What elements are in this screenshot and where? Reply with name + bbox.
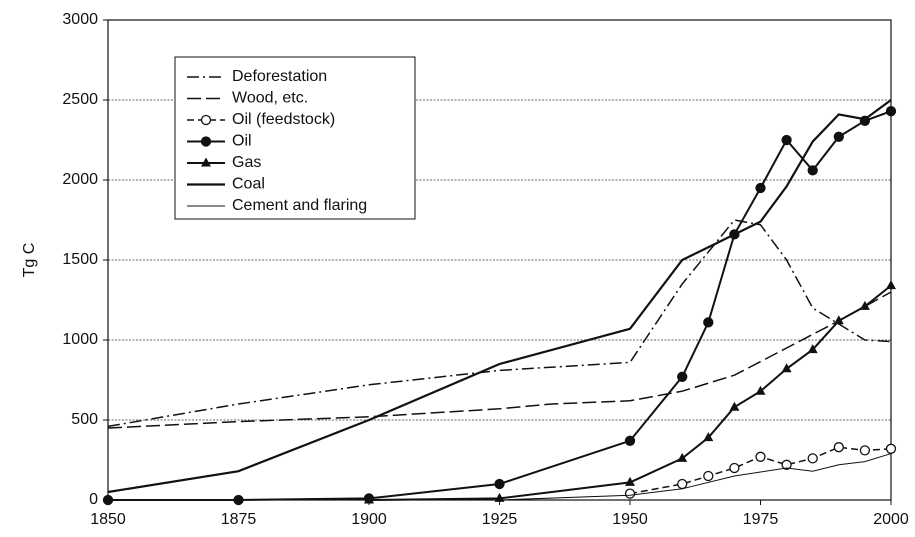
marker	[677, 452, 688, 462]
series-line	[108, 110, 892, 501]
series-line	[368, 284, 892, 501]
y-tick-label: 0	[89, 491, 98, 508]
y-tick-label: 2000	[62, 171, 98, 188]
marker	[859, 300, 870, 310]
marker	[885, 106, 897, 117]
x-tick-label: 1875	[221, 511, 257, 528]
legend: Deforestation Wood, etc. Oil (feedstock) Oi…	[174, 56, 416, 220]
marker	[703, 432, 714, 442]
marker	[755, 451, 766, 462]
legend-marker	[201, 157, 211, 167]
series-line	[629, 446, 892, 495]
marker	[755, 182, 766, 194]
x-tick-label: 2000	[873, 511, 909, 528]
marker	[703, 470, 714, 482]
marker	[807, 453, 818, 464]
y-tick-label: 500	[71, 411, 98, 428]
marker	[102, 494, 114, 506]
legend-box	[174, 56, 416, 220]
marker	[494, 478, 505, 490]
marker	[624, 435, 636, 446]
marker	[677, 478, 688, 490]
series-line	[107, 219, 892, 428]
legend-label: Cement and flaring	[232, 197, 367, 214]
marker	[755, 385, 766, 395]
legend-marker	[200, 114, 212, 126]
legend-label: Gas	[232, 154, 261, 171]
y-tick-label: 1000	[62, 331, 98, 348]
marker	[807, 165, 818, 176]
legend-label: Oil (feedstock)	[232, 111, 335, 128]
marker	[807, 344, 818, 354]
y-axis-label: Tg C	[21, 243, 38, 278]
x-tick-label: 1925	[482, 511, 518, 528]
marker	[625, 476, 635, 486]
marker	[886, 280, 896, 290]
marker	[833, 315, 844, 325]
legend-label: Coal	[232, 176, 265, 193]
series-line	[499, 453, 892, 501]
legend-marker	[200, 136, 212, 147]
marker	[859, 445, 871, 456]
y-tick-label: 2500	[62, 91, 98, 108]
x-tick-label: 1850	[90, 511, 126, 528]
legend-label: Wood, etc.	[232, 90, 308, 107]
legend-label: Deforestation	[232, 68, 327, 85]
y-tick-label: 3000	[62, 11, 98, 28]
marker	[233, 494, 244, 506]
marker	[885, 443, 897, 454]
x-tick-label: 1900	[351, 511, 387, 528]
y-tick-label: 1500	[62, 251, 98, 268]
marker	[781, 363, 792, 373]
marker	[624, 488, 636, 499]
series-line	[107, 291, 892, 429]
marker	[833, 131, 844, 142]
marker	[781, 459, 792, 470]
marker	[781, 134, 792, 146]
marker	[833, 442, 844, 453]
marker	[677, 371, 688, 382]
marker	[364, 494, 374, 504]
x-tick-label: 1975	[743, 511, 779, 528]
marker	[729, 462, 740, 474]
series-line	[107, 99, 892, 494]
legend-label: Oil	[232, 133, 252, 150]
marker	[703, 317, 714, 328]
marker	[729, 401, 740, 411]
x-tick-label: 1950	[612, 511, 648, 528]
